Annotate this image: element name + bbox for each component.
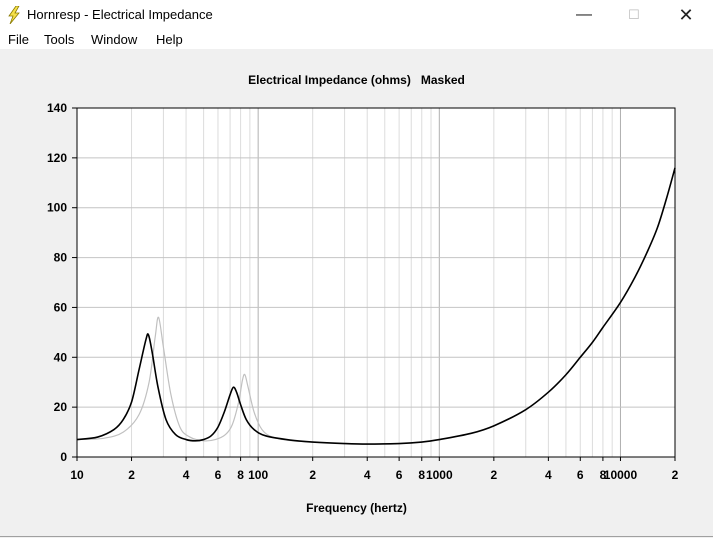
x-tick-label: 4: [183, 468, 190, 482]
title-bar: Hornresp - Electrical Impedance — ☐ ✕: [0, 0, 713, 30]
x-tick-label: 2: [309, 468, 316, 482]
menu-help[interactable]: Help: [156, 32, 183, 47]
lightning-bolt-icon: [8, 6, 20, 24]
plot-frame-background: [77, 108, 675, 457]
x-tick-label: 100: [248, 468, 268, 482]
reference-impedance-curve: [76, 316, 313, 443]
x-tick-label: 4: [545, 468, 552, 482]
minimize-button[interactable]: —: [576, 6, 592, 23]
x-tick-label: 10000: [604, 468, 638, 482]
y-tick-label: 40: [54, 350, 68, 364]
x-tick-label: 10: [70, 468, 84, 482]
x-tick-label: 1000: [426, 468, 453, 482]
close-button[interactable]: ✕: [678, 4, 694, 25]
y-tick-label: 80: [54, 251, 68, 265]
maximize-button[interactable]: ☐: [628, 7, 640, 22]
x-tick-label: 6: [215, 468, 222, 482]
menu-bar: File Tools Window Help: [0, 30, 713, 49]
x-axis-title: Frequency (hertz): [306, 501, 407, 515]
x-tick-label: 8: [237, 468, 244, 482]
x-tick-label: 2: [491, 468, 498, 482]
impedance-curve: [76, 167, 676, 445]
chart-title: Electrical Impedance (ohms) Masked: [0, 73, 713, 87]
plot-frame: [76, 107, 676, 458]
menu-window[interactable]: Window: [91, 32, 138, 47]
window-bottom-border: [0, 536, 713, 537]
chart-title-flag: Masked: [420, 73, 465, 87]
x-tick-label: 6: [577, 468, 584, 482]
y-tick-label: 60: [54, 300, 68, 314]
chart-title-text: Electrical Impedance (ohms): [248, 73, 411, 87]
y-tick-label: 120: [47, 151, 67, 165]
window-title: Hornresp - Electrical Impedance: [27, 7, 213, 22]
y-tick-label: 0: [60, 450, 67, 464]
menu-tools[interactable]: Tools: [44, 32, 75, 47]
x-tick-label: 6: [396, 468, 403, 482]
x-tick-label: 8: [418, 468, 425, 482]
y-tick-label: 100: [47, 201, 67, 215]
x-tick-label: 2: [672, 468, 679, 482]
x-tick-label: 8: [600, 468, 607, 482]
x-tick-label: 2: [128, 468, 135, 482]
menu-file[interactable]: File: [8, 32, 29, 47]
x-tick-label: 4: [364, 468, 371, 482]
y-tick-label: 140: [47, 101, 67, 115]
y-tick-label: 20: [54, 400, 68, 414]
